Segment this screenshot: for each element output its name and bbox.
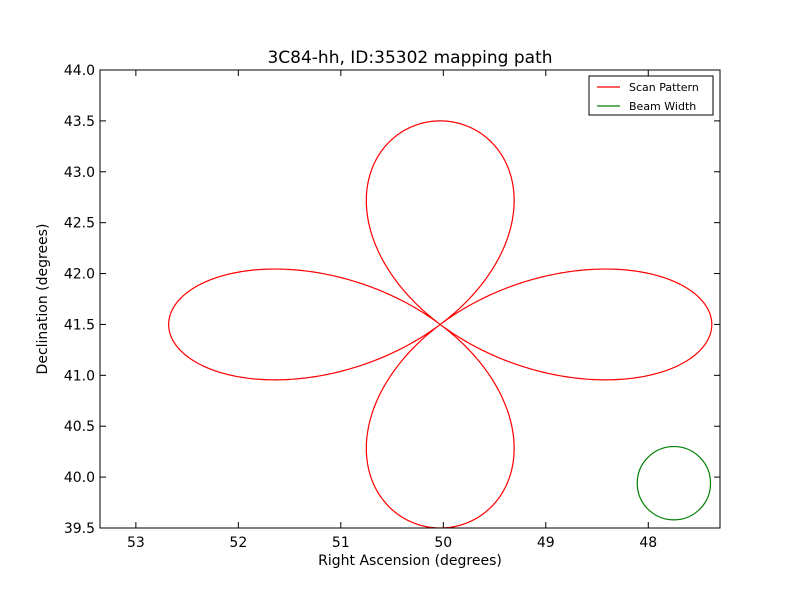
y-tick-label: 42.0	[64, 267, 95, 283]
y-tick-label: 44.0	[64, 63, 95, 79]
x-tick-label: 50	[434, 535, 452, 551]
beam-width-circle	[636, 445, 712, 521]
y-tick-label: 43.5	[64, 114, 95, 130]
x-axis-ticks: 53 52 51 50 49 48	[127, 70, 657, 551]
legend-label-beam-width: Beam Width	[629, 100, 696, 113]
y-tick-label: 40.5	[64, 419, 95, 435]
y-tick-label: 40.0	[64, 470, 95, 486]
y-axis-ticks: 39.5 40.0 40.5 41.0 41.5 42.0 42.5 43.0 43.5 44.0	[64, 63, 720, 537]
y-tick-label: 42.5	[64, 216, 95, 232]
y-tick-label: 43.0	[64, 165, 95, 181]
x-tick-label: 51	[332, 535, 350, 551]
scan-pattern-line	[168, 120, 713, 528]
chart-title: 3C84-hh, ID:35302 mapping path	[267, 48, 552, 68]
y-axis-label: Declination (degrees)	[35, 224, 51, 375]
x-tick-label: 52	[229, 535, 247, 551]
y-tick-label: 41.0	[64, 368, 95, 384]
legend-label-scan-pattern: Scan Pattern	[629, 81, 699, 94]
x-tick-label: 53	[127, 535, 145, 551]
x-tick-label: 49	[537, 535, 555, 551]
legend: Scan Pattern Beam Width	[588, 75, 714, 116]
y-tick-label: 39.5	[64, 521, 95, 537]
y-tick-label: 41.5	[64, 317, 95, 333]
x-axis-label: Right Ascension (degrees)	[318, 553, 502, 569]
legend-box	[588, 75, 714, 116]
plot-frame	[99, 69, 721, 529]
x-tick-label: 48	[639, 535, 657, 551]
